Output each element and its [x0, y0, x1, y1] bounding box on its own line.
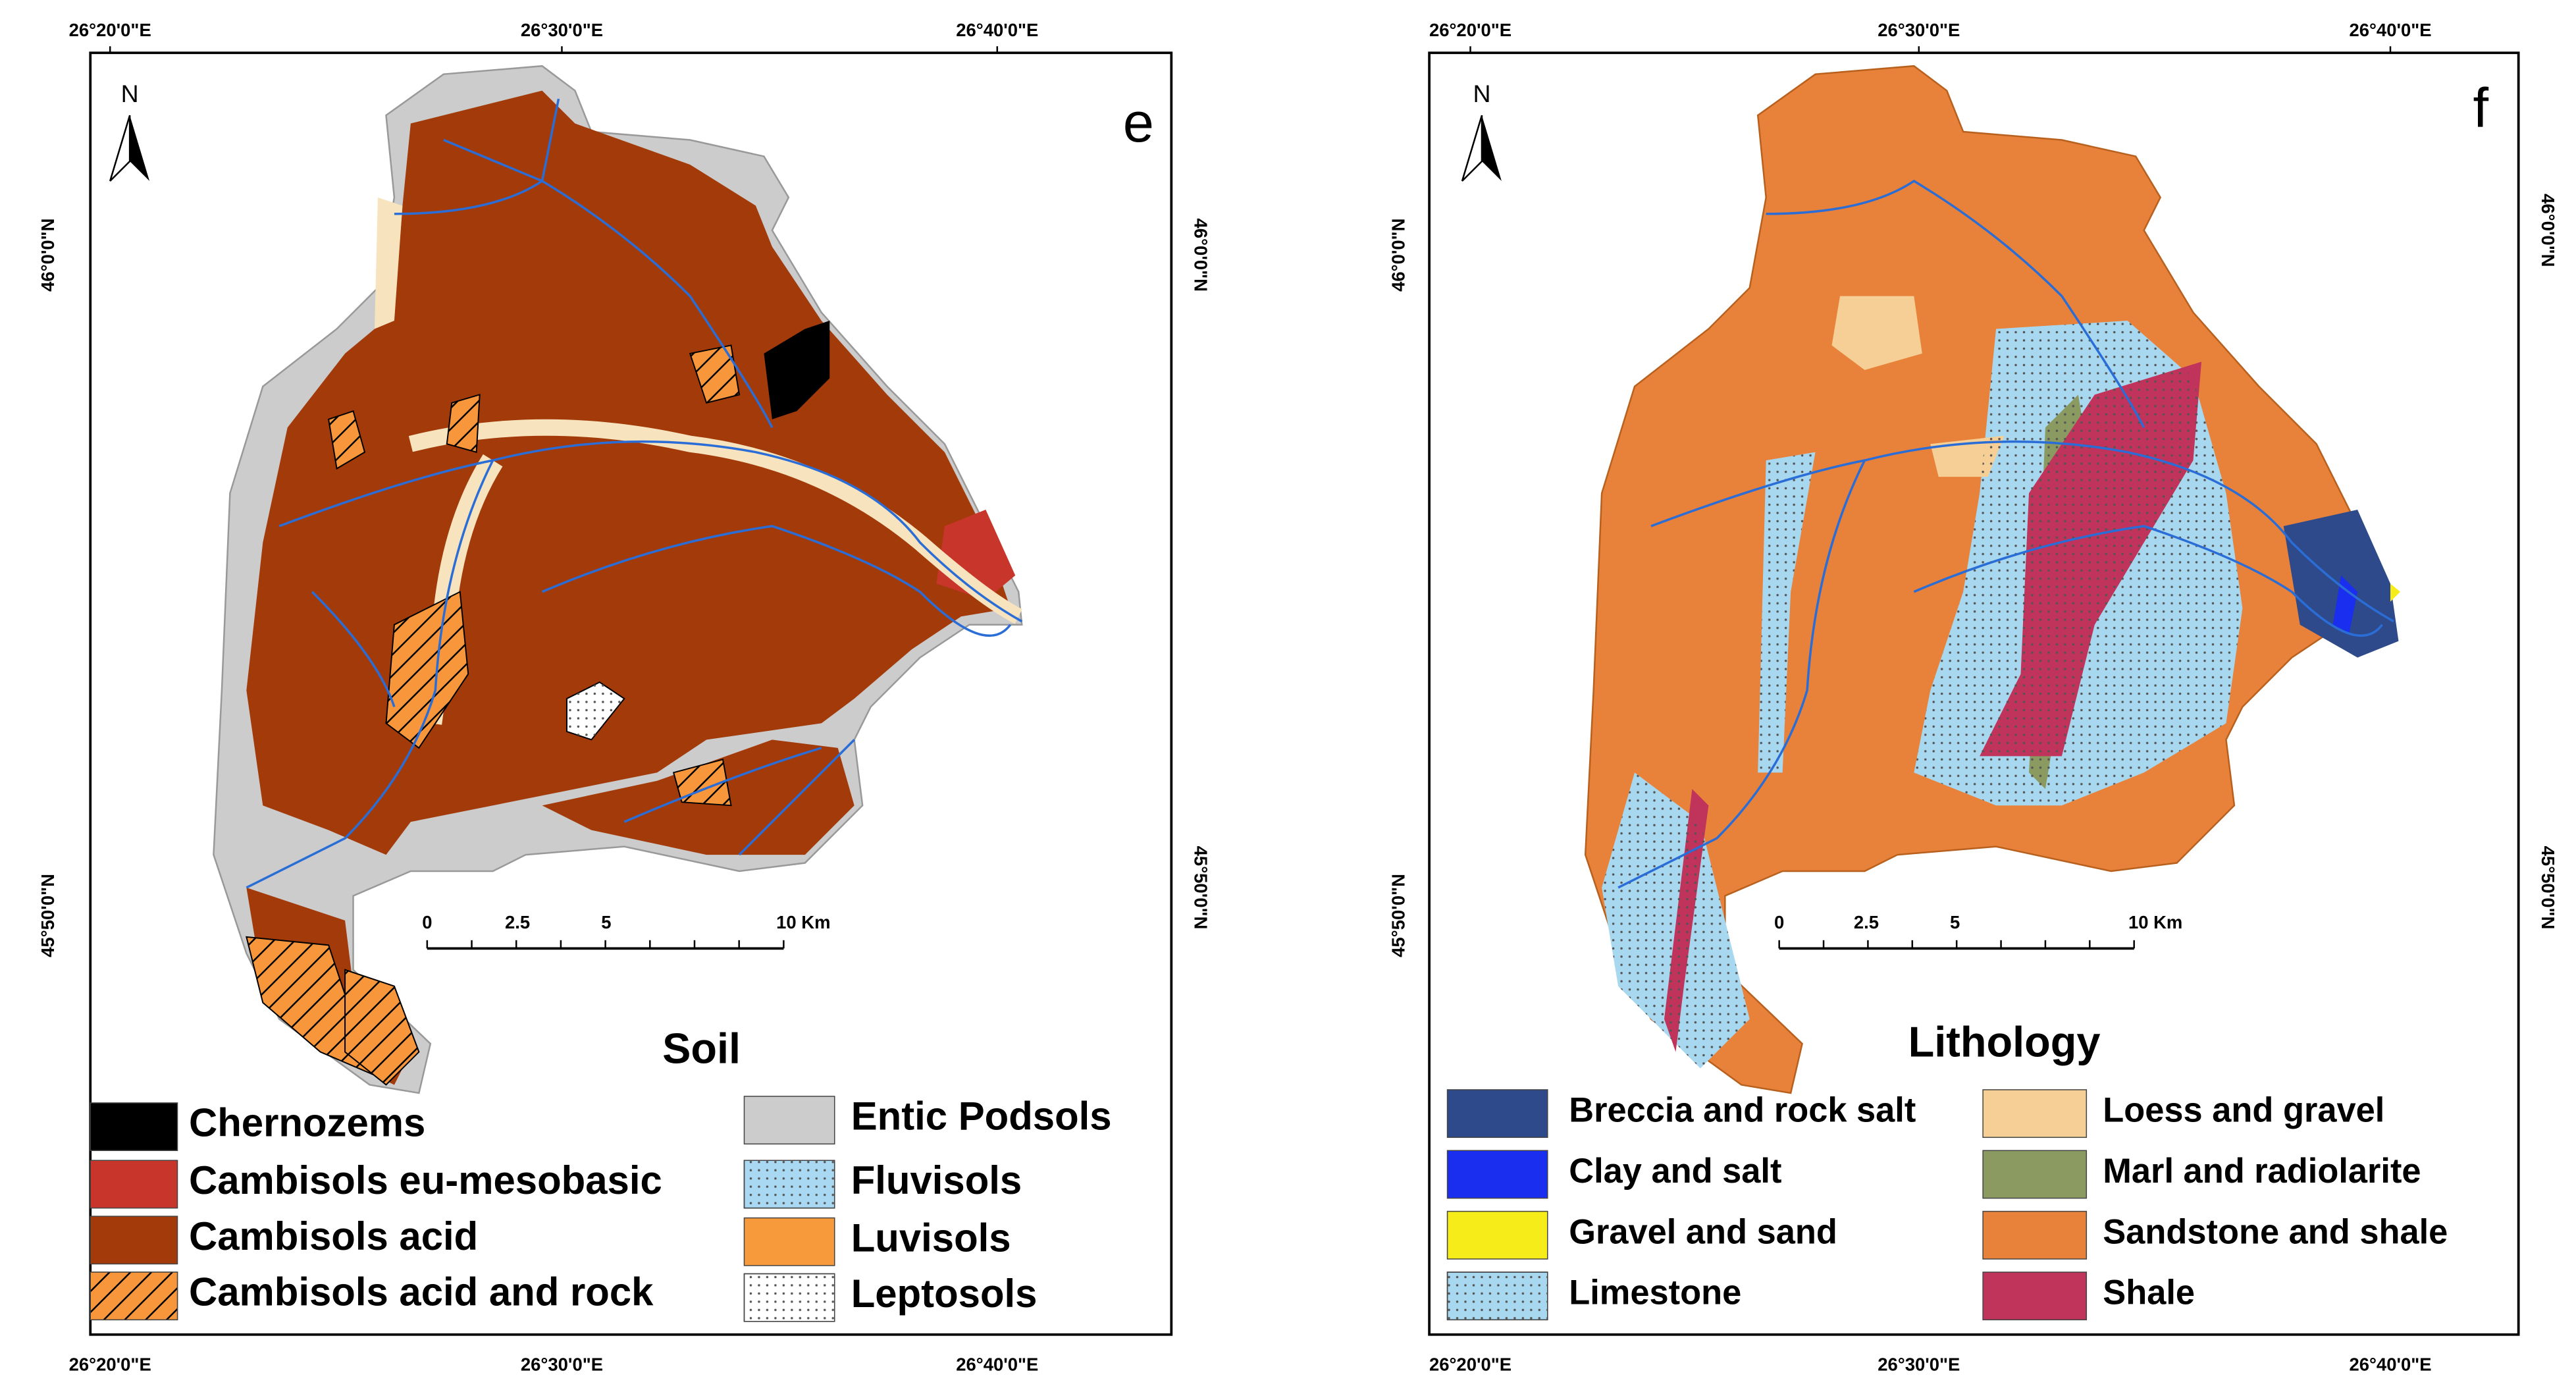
map-title: Lithology	[1908, 1018, 2101, 1066]
legend-label: Breccia and rock salt	[1569, 1092, 1916, 1130]
top-coordinate: 26°20'0"E	[69, 20, 151, 40]
legend-swatch-pattern	[90, 1272, 178, 1321]
soil-map	[213, 65, 1023, 1094]
scale-label: 5	[1950, 912, 1960, 932]
right-coordinate: 46°0'0"N	[2538, 194, 2558, 267]
scale-label: 2.5	[1854, 912, 1879, 932]
legend-swatch	[1446, 1150, 1548, 1199]
top-coordinate: 26°30'0"E	[1878, 20, 1960, 40]
legend-label: Sandstone and shale	[2103, 1213, 2448, 1251]
north-arrow	[130, 115, 150, 181]
legend-swatch-pattern	[743, 1273, 835, 1322]
bottom-coordinate: 26°30'0"E	[521, 1354, 603, 1374]
legend-label: Leptosols	[851, 1272, 1038, 1316]
scale-label: 2.5	[505, 912, 530, 932]
legend-swatch	[1446, 1089, 1548, 1139]
legend-label: Clay and salt	[1569, 1152, 1781, 1191]
legend-label: Shale	[2103, 1274, 2195, 1312]
legend-swatch	[90, 1160, 178, 1209]
legend-swatch	[1982, 1210, 2088, 1260]
north-arrow	[1461, 115, 1483, 182]
right-coordinate: 45°50'0"N	[1190, 846, 1211, 930]
legend-label: Fluvisols	[851, 1158, 1022, 1202]
legend-label: Gravel and sand	[1569, 1213, 1837, 1251]
bottom-coordinate: 26°20'0"E	[69, 1354, 151, 1374]
left-coordinate: 45°50'0"N	[38, 874, 58, 957]
scale-label: 5	[601, 912, 611, 932]
legend-label: Entic Podsols	[851, 1094, 1112, 1139]
top-coordinate: 26°20'0"E	[1429, 20, 1511, 40]
legend-swatch	[743, 1096, 835, 1145]
legend-label: Cambisols acid	[189, 1214, 478, 1258]
bottom-coordinate: 26°40'0"E	[956, 1354, 1038, 1374]
legend-label: Luvisols	[851, 1216, 1011, 1260]
scale-label: 10 Km	[776, 912, 830, 932]
scale-label: 0	[1774, 912, 1784, 932]
legend-swatch	[1982, 1272, 2088, 1321]
north-arrow	[1481, 115, 1502, 181]
right-coordinate: 45°50'0"N	[2538, 846, 2558, 930]
panel-letter: f	[2473, 76, 2488, 138]
top-coordinate: 26°30'0"E	[521, 20, 603, 40]
left-coordinate: 46°0'0"N	[38, 219, 58, 292]
right-coordinate: 46°0'0"N	[1190, 219, 1211, 292]
north-arrow	[109, 115, 131, 182]
bottom-coordinate: 26°30'0"E	[1878, 1354, 1960, 1374]
legend-label: Marl and radiolarite	[2103, 1152, 2421, 1191]
left-coordinate: 45°50'0"N	[1388, 874, 1408, 957]
legend-label: Cambisols eu-mesobasic	[189, 1158, 662, 1202]
left-coordinate: 46°0'0"N	[1388, 219, 1408, 292]
legend-swatch-pattern	[1446, 1272, 1548, 1321]
legend-swatch	[1982, 1089, 2088, 1139]
legend-swatch	[1446, 1210, 1548, 1260]
map-frame	[1428, 51, 2520, 1336]
legend-swatch	[1982, 1150, 2088, 1199]
scale-label: 10 Km	[2128, 912, 2182, 932]
map-frame	[89, 51, 1173, 1336]
bottom-coordinate: 26°20'0"E	[1429, 1354, 1511, 1374]
legend-label: Loess and gravel	[2103, 1092, 2384, 1130]
legend-swatch	[743, 1217, 835, 1266]
top-coordinate: 26°40'0"E	[2349, 20, 2431, 40]
legend-label: Limestone	[1569, 1274, 1741, 1312]
top-coordinate: 26°40'0"E	[956, 20, 1038, 40]
legend-swatch	[90, 1216, 178, 1265]
legend-label: Cambisols acid and rock	[189, 1270, 654, 1314]
legend-swatch	[90, 1102, 178, 1152]
north-label: N	[1473, 80, 1490, 107]
scale-label: 0	[422, 912, 432, 932]
north-label: N	[121, 80, 139, 107]
lithology-map	[1584, 65, 2400, 1094]
map-title: Soil	[662, 1025, 741, 1073]
panel-letter: e	[1123, 91, 1154, 153]
legend-label: Chernozems	[189, 1101, 425, 1145]
bottom-coordinate: 26°40'0"E	[2349, 1354, 2431, 1374]
legend-swatch-pattern	[743, 1160, 835, 1209]
